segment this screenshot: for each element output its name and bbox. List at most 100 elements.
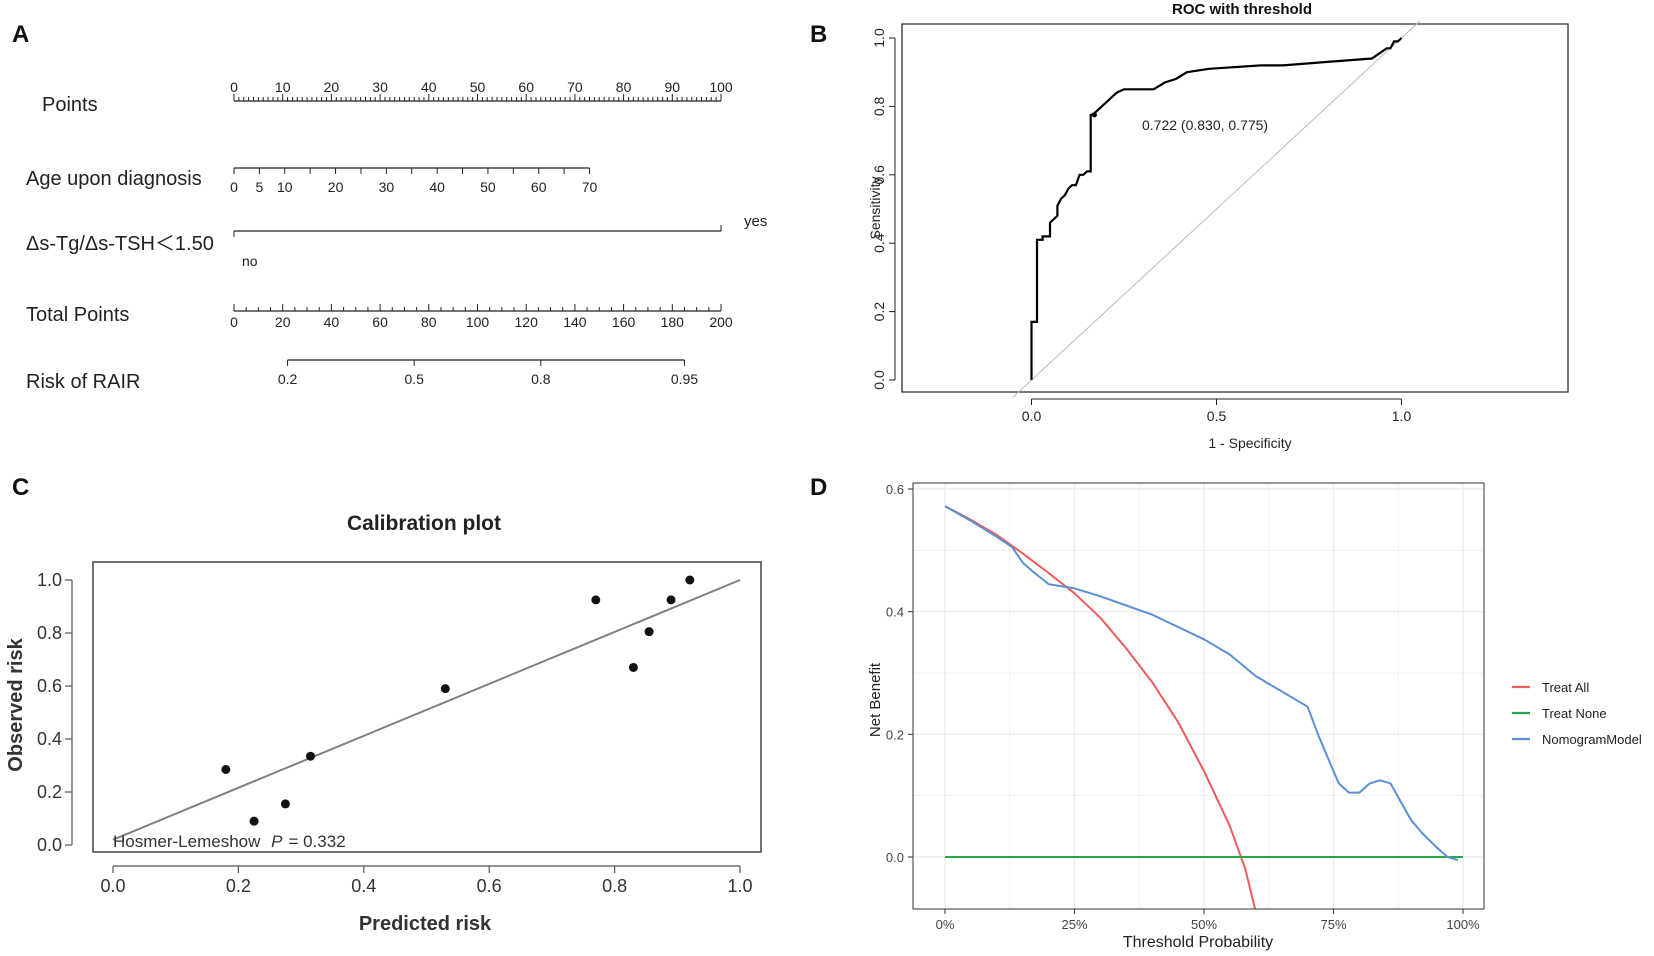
age-tick-label: 0 — [230, 179, 238, 195]
roc-x-label: 1 - Specificity — [1208, 435, 1291, 451]
calibration-point — [628, 662, 638, 672]
points-tick-label: 0 — [230, 79, 238, 95]
roc-x-tick-label: 0.0 — [1022, 408, 1042, 424]
panel-label-d: D — [810, 474, 827, 501]
calibration-x-tick-label: 0.2 — [226, 876, 251, 896]
treat-all-curve — [944, 505, 1257, 909]
age-tick-label: 60 — [531, 179, 547, 195]
roc-threshold-point — [1091, 112, 1097, 118]
panel-label-c: C — [12, 474, 29, 501]
decision-x-tick-label: 75% — [1320, 917, 1346, 932]
hl-p-value: = 0.332 — [288, 832, 345, 851]
roc-y-tick-label: 0.0 — [871, 370, 887, 390]
points-axis: 0 10 20 30 40 50 60 70 80 90 100 — [230, 79, 733, 102]
points-tick-label: 30 — [372, 79, 388, 95]
age-tick-label: 5 — [255, 179, 263, 195]
calibration-y-tick-label: 0.6 — [37, 676, 62, 696]
points-tick-label: 70 — [567, 79, 583, 95]
age-tick-label: 40 — [429, 179, 445, 195]
legend-label-treat-all-curve: Treat All — [1542, 680, 1589, 695]
calibration-y-tick-label: 1.0 — [37, 570, 62, 590]
points-tick-label: 90 — [665, 79, 681, 95]
roc-panel: ROC with threshold 0.0 0.5 1.0 0.0 0.2 0.4 0.6… — [867, 1, 1569, 451]
points-tick-label: 20 — [324, 79, 340, 95]
decision-plot-frame — [912, 482, 1485, 910]
calibration-x-label: Predicted risk — [359, 913, 492, 935]
age-tick-label: 20 — [328, 179, 344, 195]
roc-curve — [1030, 37, 1403, 380]
nomogram-panel: Points Age upon diagnosis Δs-Tg/Δs-TSH＜1… — [26, 79, 767, 393]
ratio-low-label: no — [242, 253, 258, 269]
row-label-age: Age upon diagnosis — [26, 168, 202, 190]
calibration-x-tick-label: 0.0 — [100, 876, 125, 896]
calibration-point — [591, 595, 601, 605]
total-tick-label: 80 — [421, 314, 437, 330]
roc-y-tick-label: 0.2 — [871, 302, 887, 322]
roc-plot-area — [1012, 20, 1421, 398]
calibration-point — [306, 751, 316, 761]
points-tick-label: 50 — [470, 79, 486, 95]
nomogram-model-curve — [944, 505, 1459, 862]
points-tick-label: 80 — [616, 79, 632, 95]
roc-x-tick-label: 1.0 — [1392, 408, 1412, 424]
total-tick-label: 140 — [563, 314, 587, 330]
calibration-point — [221, 764, 231, 774]
total-points-axis: 0 20 40 60 80 100 120 140 160 180 200 — [230, 304, 733, 330]
panel-label-a: A — [12, 21, 29, 48]
calibration-axes: 0.0 0.2 0.4 0.6 0.8 1.0 0.0 0.2 0.4 0.6 0.8 1.0 — [37, 570, 753, 896]
calibration-point — [280, 799, 290, 809]
calibration-point — [644, 627, 654, 637]
hl-test-name: Hosmer-Lemeshow — [113, 832, 261, 851]
risk-tick-label: 0.5 — [404, 371, 424, 387]
roc-y-tick-label: 1.0 — [871, 28, 887, 48]
risk-axis: 0.2 0.5 0.8 0.95 — [278, 359, 698, 387]
calibration-x-tick-label: 0.6 — [477, 876, 502, 896]
calibration-y-tick-label: 0.0 — [37, 835, 62, 855]
risk-tick-label: 0.95 — [671, 371, 698, 387]
points-tick-label: 10 — [275, 79, 291, 95]
age-axis: 0 5 10 20 30 40 50 60 70 — [230, 167, 598, 195]
calibration-point — [440, 684, 450, 694]
decision-x-tick-label: 100% — [1446, 917, 1480, 932]
total-tick-label: 160 — [612, 314, 636, 330]
decision-axes: 0% 25% 50% 75% 100% 0.0 0.2 0.4 0.6 — [886, 482, 1480, 932]
roc-threshold-label: 0.722 (0.830, 0.775) — [1142, 117, 1268, 133]
calibration-fit-line — [112, 579, 741, 841]
calibration-y-tick-label: 0.8 — [37, 623, 62, 643]
roc-x-tick-label: 0.5 — [1207, 408, 1227, 424]
total-tick-label: 20 — [275, 314, 291, 330]
total-tick-label: 0 — [230, 314, 238, 330]
decision-x-label: Threshold Probability — [1123, 934, 1273, 951]
calibration-y-label: Observed risk — [5, 637, 27, 771]
roc-title: ROC with threshold — [1172, 1, 1312, 18]
points-tick-label: 100 — [709, 79, 733, 95]
calibration-y-tick-label: 0.4 — [37, 729, 62, 749]
roc-plot-frame — [901, 23, 1569, 393]
decision-plot-area — [913, 483, 1484, 909]
total-tick-label: 60 — [372, 314, 388, 330]
total-tick-label: 100 — [466, 314, 490, 330]
calibration-point — [666, 595, 676, 605]
age-tick-label: 30 — [379, 179, 395, 195]
calibration-point — [249, 816, 259, 826]
ratio-axis — [233, 225, 722, 237]
points-tick-label: 60 — [518, 79, 534, 95]
age-tick-label: 70 — [582, 179, 598, 195]
decision-x-tick-label: 50% — [1191, 917, 1217, 932]
roc-y-tick-label: 0.6 — [871, 165, 887, 185]
calibration-panel: Calibration plot 0.0 0.2 0.4 0.6 0.8 1.0 0.0 0.… — [5, 512, 762, 935]
total-tick-label: 120 — [515, 314, 539, 330]
decision-y-tick-label: 0.4 — [886, 605, 904, 620]
roc-y-tick-label: 0.8 — [871, 96, 887, 116]
roc-y-label: Sensitivity — [867, 176, 883, 239]
calibration-plot-frame — [92, 561, 762, 853]
age-tick-label: 10 — [277, 179, 293, 195]
calibration-title: Calibration plot — [347, 512, 501, 535]
row-label-ratio: Δs-Tg/Δs-TSH＜1.50 — [26, 233, 214, 255]
calibration-x-tick-label: 0.8 — [602, 876, 627, 896]
row-label-points: Points — [42, 94, 98, 116]
calibration-x-tick-label: 1.0 — [727, 876, 752, 896]
legend-label-treat-none-curve: Treat None — [1542, 706, 1607, 721]
total-tick-label: 40 — [324, 314, 340, 330]
